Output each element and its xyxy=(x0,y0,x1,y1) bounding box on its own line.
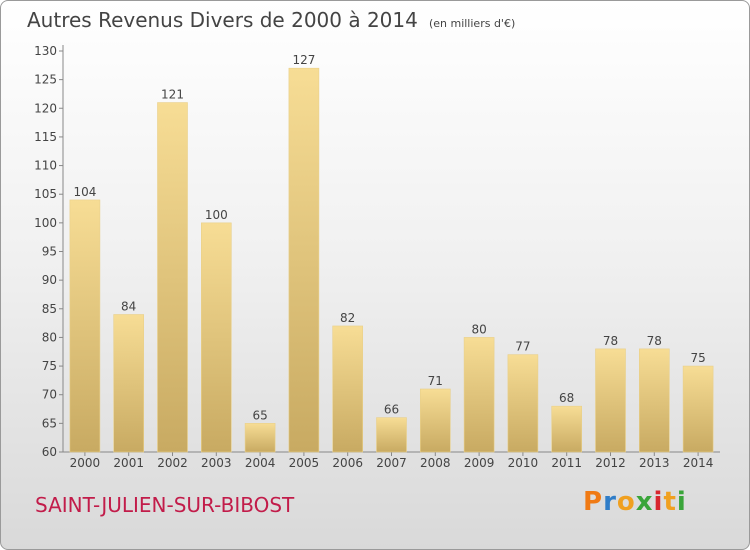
bar-2012 xyxy=(595,348,626,453)
bar-2001 xyxy=(113,314,144,453)
x-tick-label: 2005 xyxy=(289,456,320,470)
bar-2008 xyxy=(419,388,451,453)
y-tick-label: 105 xyxy=(34,187,57,201)
y-tick-label: 100 xyxy=(34,216,57,230)
bar-value-label: 68 xyxy=(559,391,574,405)
y-tick-label: 80 xyxy=(42,330,57,344)
bar-2007 xyxy=(376,417,407,453)
bar-value-label: 71 xyxy=(428,374,443,388)
x-tick-label: 2011 xyxy=(551,456,582,470)
y-tick-label: 85 xyxy=(42,302,57,316)
bar-value-label: 100 xyxy=(205,208,228,222)
bar-2005 xyxy=(288,67,320,453)
bar-value-label: 80 xyxy=(471,322,486,336)
x-tick-label: 2009 xyxy=(464,456,495,470)
x-tick-label: 2010 xyxy=(508,456,539,470)
bar-value-label: 82 xyxy=(340,311,355,325)
y-tick-label: 70 xyxy=(42,388,57,402)
bar-value-label: 127 xyxy=(292,53,315,67)
x-tick-label: 2000 xyxy=(70,456,101,470)
y-tick-label: 95 xyxy=(42,245,57,259)
bar-2011 xyxy=(551,405,583,453)
x-tick-label: 2013 xyxy=(639,456,670,470)
bar-value-label: 121 xyxy=(161,88,184,102)
y-tick-label: 65 xyxy=(42,416,57,430)
bar-value-label: 66 xyxy=(384,403,399,417)
x-tick-label: 2014 xyxy=(683,456,714,470)
bar-2010 xyxy=(507,354,539,453)
proxiti-logo: Proxiti xyxy=(583,487,687,517)
x-tick-label: 2003 xyxy=(201,456,232,470)
bar-value-label: 65 xyxy=(252,408,267,422)
x-tick-label: 2001 xyxy=(113,456,144,470)
y-tick-label: 120 xyxy=(34,101,57,115)
x-tick-label: 2008 xyxy=(420,456,451,470)
x-tick-label: 2004 xyxy=(245,456,276,470)
bar-2002 xyxy=(157,102,188,453)
bar-value-label: 104 xyxy=(73,185,96,199)
chart-title: Autres Revenus Divers de 2000 à 2014 xyxy=(27,8,418,32)
y-tick-label: 60 xyxy=(42,445,57,459)
y-tick-label: 125 xyxy=(34,73,57,87)
bar-2006 xyxy=(332,325,364,453)
chart-title-block: Autres Revenus Divers de 2000 à 2014 (en… xyxy=(27,8,515,32)
bar-2009 xyxy=(463,337,495,453)
x-tick-label: 2006 xyxy=(332,456,363,470)
x-tick-label: 2002 xyxy=(157,456,188,470)
bar-2004 xyxy=(244,423,276,453)
bar-value-label: 75 xyxy=(690,351,705,365)
y-tick-label: 130 xyxy=(34,44,57,58)
y-tick-label: 110 xyxy=(34,159,57,173)
bar-2000 xyxy=(69,199,101,453)
bar-2014 xyxy=(682,365,714,453)
chart-subtitle: (en milliers d'€) xyxy=(428,17,516,30)
x-tick-label: 2012 xyxy=(595,456,626,470)
location-name: SAINT-JULIEN-SUR-BIBOST xyxy=(35,493,295,517)
bar-value-label: 77 xyxy=(515,340,530,354)
x-tick-label: 2007 xyxy=(376,456,407,470)
y-tick-label: 75 xyxy=(42,359,57,373)
bar-value-label: 84 xyxy=(121,300,136,314)
chart-bars xyxy=(69,67,714,453)
bar-2003 xyxy=(201,222,232,453)
chart-labels: 60 65 70 75 80 85 90 95 100 105 110 115 120 125 130 200… xyxy=(34,44,713,470)
y-tick-label: 115 xyxy=(34,130,57,144)
bar-value-label: 78 xyxy=(603,334,618,348)
bar-2013 xyxy=(638,348,670,453)
y-tick-label: 90 xyxy=(42,273,57,287)
bar-value-label: 78 xyxy=(647,334,662,348)
